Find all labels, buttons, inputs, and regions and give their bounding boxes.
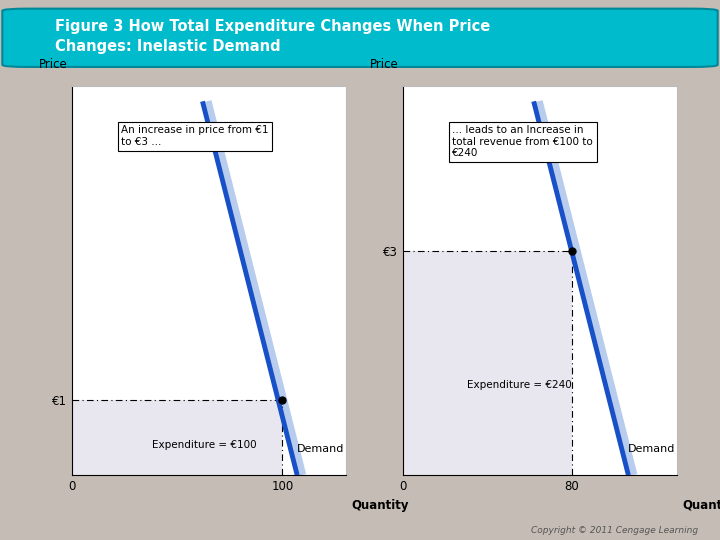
Text: Price: Price [39, 58, 68, 71]
Text: Price: Price [370, 58, 399, 71]
Text: Copyright © 2011 Cengage Learning: Copyright © 2011 Cengage Learning [531, 525, 698, 535]
Bar [72, 401, 282, 475]
Text: Demand: Demand [297, 444, 344, 454]
Text: Demand: Demand [628, 444, 675, 454]
FancyBboxPatch shape [2, 9, 718, 67]
Text: Expenditure = €240: Expenditure = €240 [467, 381, 572, 390]
Text: Quantity: Quantity [351, 498, 408, 511]
Text: Figure 3 How Total Expenditure Changes When Price
Changes: Inelastic Demand: Figure 3 How Total Expenditure Changes W… [55, 19, 490, 54]
Text: Quantity: Quantity [683, 498, 720, 511]
Text: Expenditure = €100: Expenditure = €100 [152, 440, 256, 450]
Text: ... leads to an Increase in
total revenue from €100 to
€240: ... leads to an Increase in total revenu… [452, 125, 593, 158]
Bar [403, 251, 572, 475]
Text: An increase in price from €1
to €3 ...: An increase in price from €1 to €3 ... [121, 125, 269, 147]
